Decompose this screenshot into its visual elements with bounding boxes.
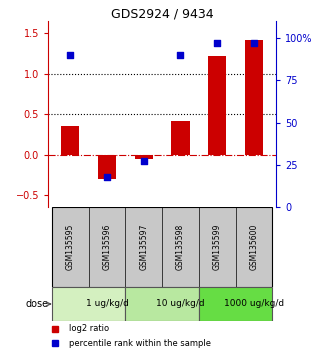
Text: 1000 ug/kg/d: 1000 ug/kg/d: [224, 299, 284, 308]
Point: [141, 159, 146, 164]
Bar: [134, 155, 153, 159]
Text: dose: dose: [26, 299, 49, 309]
Text: GSM135597: GSM135597: [139, 224, 148, 270]
Bar: [125, 287, 199, 321]
Bar: [245, 40, 263, 155]
Text: GSM135600: GSM135600: [249, 224, 258, 270]
Point: [68, 52, 73, 58]
Point: [215, 40, 220, 46]
Bar: [171, 121, 190, 155]
Bar: [208, 56, 226, 155]
Bar: [52, 287, 125, 321]
Text: log2 ratio: log2 ratio: [69, 324, 109, 333]
Bar: [61, 126, 79, 155]
Point: [104, 174, 109, 179]
Title: GDS2924 / 9434: GDS2924 / 9434: [111, 7, 213, 20]
Text: 10 ug/kg/d: 10 ug/kg/d: [156, 299, 205, 308]
Bar: [199, 287, 273, 321]
Point: [178, 52, 183, 58]
Text: GSM135596: GSM135596: [102, 224, 111, 270]
Text: GSM135599: GSM135599: [213, 224, 222, 270]
Text: percentile rank within the sample: percentile rank within the sample: [69, 339, 211, 348]
Point: [251, 40, 256, 46]
Text: GSM135595: GSM135595: [66, 224, 75, 270]
Bar: [98, 155, 116, 179]
Text: GSM135598: GSM135598: [176, 224, 185, 270]
Text: 1 ug/kg/d: 1 ug/kg/d: [85, 299, 128, 308]
